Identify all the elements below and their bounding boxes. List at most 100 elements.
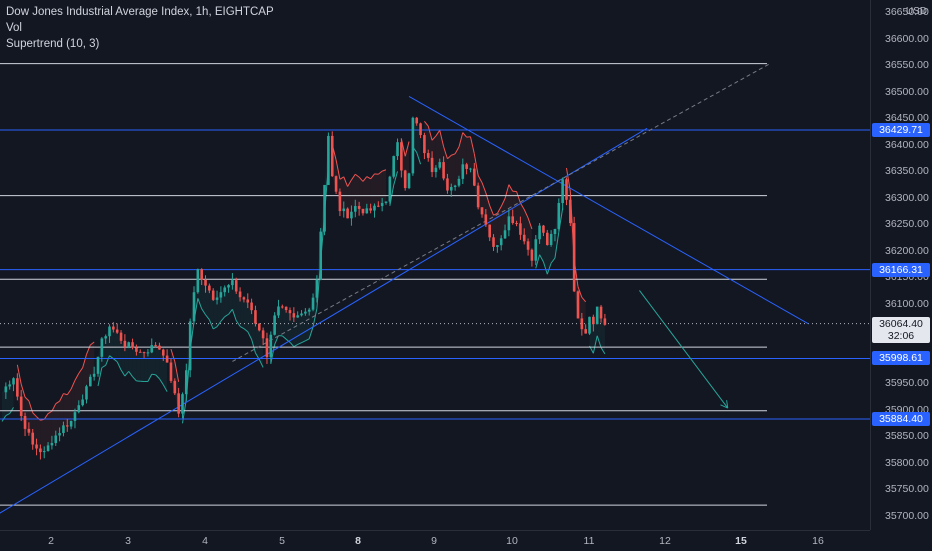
candle-body [166, 356, 169, 363]
candle-body [496, 245, 499, 247]
price-level-tag: 36429.71 [872, 123, 930, 137]
trendline [409, 96, 808, 323]
candle-body [462, 164, 465, 179]
candle-body [419, 123, 422, 135]
candle-body [346, 209, 349, 219]
candle-body [396, 142, 399, 156]
candle-body [89, 377, 92, 387]
current-price-label: 36064.40 [872, 318, 930, 330]
candle-body [534, 239, 537, 260]
price-level-tag: 36166.31 [872, 263, 930, 277]
candle-body [373, 206, 376, 211]
price-level-tag: 35998.61 [872, 351, 930, 365]
candle-body [204, 280, 207, 286]
candle-body [289, 310, 292, 313]
price-tick-label: 36600.00 [885, 33, 929, 45]
candle-body [538, 226, 541, 240]
candle-body [131, 342, 134, 347]
candle-body [208, 286, 211, 291]
candle-body [523, 235, 526, 242]
candle-body [143, 352, 146, 353]
candle-body [258, 324, 261, 331]
supertrend-fill [467, 137, 471, 169]
candle-body [515, 223, 518, 224]
legend-supertrend[interactable]: Supertrend (10, 3) [6, 36, 274, 52]
supertrend-fill [40, 419, 44, 452]
price-tick-label: 36650.00 [885, 6, 929, 18]
supertrend-fill [363, 177, 367, 214]
supertrend-fill [382, 170, 386, 203]
supertrend-fill [206, 286, 210, 320]
candle-body [581, 318, 584, 329]
candle-body [473, 169, 476, 186]
candle-body [108, 327, 111, 337]
time-tick-label: 2 [48, 535, 54, 547]
candle-body [112, 327, 115, 330]
candle-body [323, 185, 326, 232]
candle-body [216, 298, 219, 300]
time-tick-label: 12 [659, 535, 671, 547]
price-tick-label: 35800.00 [885, 457, 929, 469]
candle-body [162, 350, 165, 356]
candle-body [54, 435, 57, 443]
candle-body [412, 118, 415, 174]
candle-body [312, 298, 315, 310]
candle-body [181, 394, 184, 413]
candle-body [584, 329, 587, 333]
legend-title: Dow Jones Industrial Average Index, 1h, … [6, 4, 274, 20]
time-tick-label: 16 [812, 535, 824, 547]
candle-body [392, 156, 395, 177]
candle-body [431, 158, 434, 172]
candle-body [458, 179, 461, 186]
candle-body [588, 317, 591, 334]
candle-body [385, 202, 388, 203]
candle-body [135, 348, 138, 352]
candle-body [296, 315, 299, 317]
candle-body [120, 333, 123, 341]
candle-body [147, 352, 150, 353]
candle-body [438, 162, 441, 168]
candle-body [212, 291, 215, 300]
candle-body [104, 336, 107, 338]
candle-body [446, 178, 449, 190]
candle-body [31, 433, 34, 445]
candle-body [5, 386, 8, 392]
candle-body [58, 433, 61, 435]
candle-body [193, 292, 196, 321]
candle-body [174, 381, 177, 393]
candle-body [577, 291, 580, 318]
candle-body [223, 288, 226, 293]
time-tick-label: 3 [125, 535, 131, 547]
candle-body [20, 397, 23, 416]
bar-countdown: 32:06 [872, 330, 930, 342]
candle-body [504, 230, 507, 238]
candle-body [508, 216, 511, 230]
candle-body [116, 330, 119, 333]
price-tick-label: 35750.00 [885, 483, 929, 495]
candle-body [239, 291, 242, 297]
candle-body [488, 225, 491, 238]
candle-body [531, 250, 534, 261]
price-chart[interactable] [0, 0, 870, 530]
supertrend-fill [367, 177, 371, 211]
supertrend-fill [286, 310, 290, 342]
chart-area[interactable]: Dow Jones Industrial Average Index, 1h, … [0, 0, 870, 530]
candle-body [404, 170, 407, 188]
candle-body [293, 313, 296, 317]
candle-body [231, 280, 234, 285]
candle-body [481, 207, 484, 214]
candle-body [316, 280, 319, 298]
candle-body [542, 226, 545, 233]
candle-body [342, 209, 345, 211]
supertrend-fill [63, 394, 67, 427]
candle-body [139, 352, 142, 353]
candle-body [469, 169, 472, 170]
candle-body [273, 315, 276, 334]
legend-vol[interactable]: Vol [6, 20, 274, 36]
time-tick-label: 8 [355, 535, 361, 547]
price-tick-label: 36200.00 [885, 245, 929, 257]
candle-body [492, 237, 495, 247]
candle-body [604, 318, 607, 324]
